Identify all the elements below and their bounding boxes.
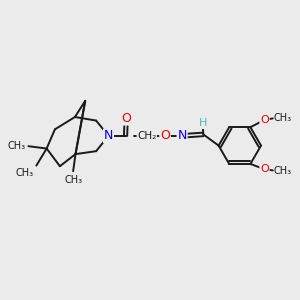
Text: N: N <box>104 129 113 142</box>
Text: N: N <box>177 129 187 142</box>
Text: CH₃: CH₃ <box>64 175 82 185</box>
Text: CH₃: CH₃ <box>16 168 34 178</box>
Text: O: O <box>260 164 269 174</box>
Text: CH₃: CH₃ <box>274 166 292 176</box>
Text: O: O <box>121 112 131 125</box>
Text: CH₃: CH₃ <box>8 141 26 151</box>
Text: CH₂: CH₂ <box>137 131 156 141</box>
Text: O: O <box>160 129 170 142</box>
Text: CH₃: CH₃ <box>274 112 292 122</box>
Text: H: H <box>199 118 207 128</box>
Text: O: O <box>260 115 269 125</box>
